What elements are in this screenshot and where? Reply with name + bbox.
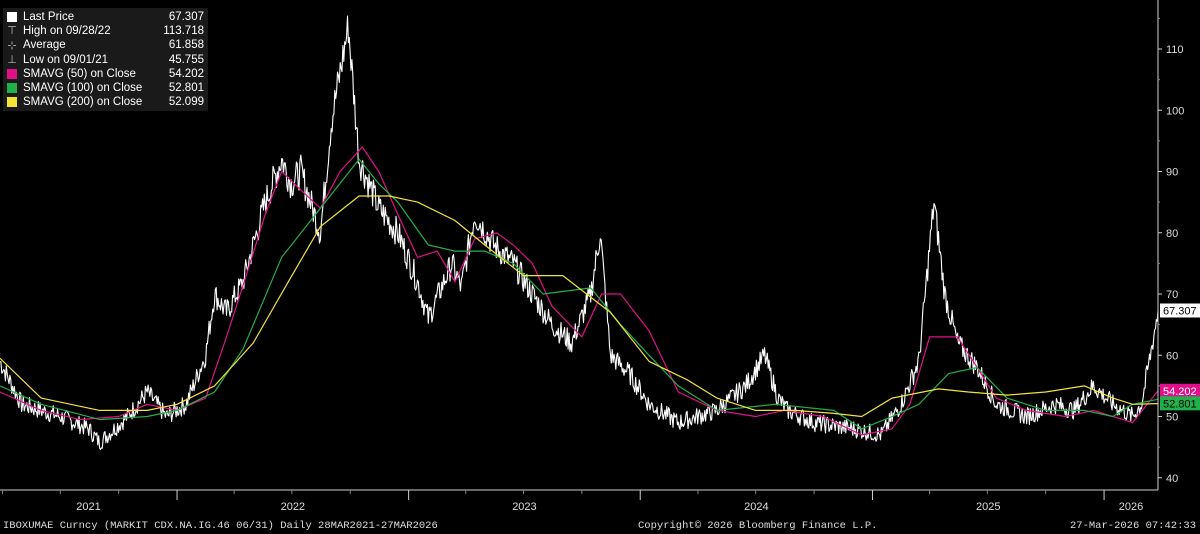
timestamp: 27-Mar-2026 07:42:33 bbox=[1069, 520, 1196, 532]
legend-entry: SMAVG (100) on Close 52.801 bbox=[7, 81, 204, 95]
legend-value: 54.202 bbox=[168, 67, 204, 80]
x-tick-label: 2025 bbox=[976, 501, 1000, 513]
y-tick-label: 50 bbox=[1166, 412, 1178, 424]
legend-value: 113.718 bbox=[163, 25, 204, 38]
plot-area bbox=[0, 15, 1159, 451]
series-line-0 bbox=[0, 15, 1159, 451]
low-icon: ⊥ bbox=[7, 53, 17, 66]
legend-swatch bbox=[7, 83, 17, 94]
svg-text:52.801: 52.801 bbox=[1163, 398, 1197, 410]
legend-value: 61.858 bbox=[168, 39, 204, 52]
y-tick-label: 70 bbox=[1166, 289, 1178, 301]
legend-entry: SMAVG (50) on Close 54.202 bbox=[7, 67, 204, 81]
x-tick-label: 2024 bbox=[744, 501, 768, 513]
series-line-2 bbox=[0, 158, 1159, 430]
security-description: IBOXUMAE Curncy (MARKIT CDX.NA.IG.46 06/… bbox=[3, 520, 438, 532]
legend-entry: ⊥ Low on 09/01/21 45.755 bbox=[7, 53, 204, 67]
high-icon: ⊤ bbox=[7, 25, 17, 38]
price-tag: 54.202 bbox=[1160, 383, 1200, 398]
copyright-notice: Copyright© 2026 Bloomberg Finance L.P. bbox=[638, 520, 878, 532]
y-tick-label: 60 bbox=[1166, 350, 1178, 362]
price-tag: 67.307 bbox=[1160, 303, 1200, 318]
legend-label: SMAVG (100) on Close bbox=[23, 82, 143, 95]
x-tick-label: 2021 bbox=[76, 501, 100, 513]
y-tick-label: 90 bbox=[1166, 167, 1178, 179]
series-line-1 bbox=[0, 146, 1159, 436]
legend-entry: Last Price 67.307 bbox=[7, 10, 204, 24]
chart-footer: IBOXUMAE Curncy (MARKIT CDX.NA.IG.46 06/… bbox=[0, 518, 1200, 534]
legend-swatch bbox=[7, 97, 17, 108]
svg-text:67.307: 67.307 bbox=[1163, 305, 1197, 317]
y-tick-label: 80 bbox=[1166, 228, 1178, 240]
legend-value: 52.801 bbox=[168, 82, 204, 95]
legend-value: 52.099 bbox=[168, 96, 204, 109]
legend-value: 45.755 bbox=[168, 53, 204, 66]
series-line-3 bbox=[0, 195, 1159, 418]
legend-entry: ⊤ High on 09/28/22 113.718 bbox=[7, 24, 204, 38]
legend-swatch bbox=[7, 68, 17, 79]
y-tick-label: 40 bbox=[1166, 473, 1178, 485]
legend-entry: ⊹ Average 61.858 bbox=[7, 38, 204, 52]
y-tick-label: 100 bbox=[1166, 105, 1184, 117]
average-icon: ⊹ bbox=[7, 39, 17, 52]
x-tick-label: 2022 bbox=[281, 501, 305, 513]
legend-value: 67.307 bbox=[168, 11, 204, 23]
chart-legend: Last Price 67.307 ⊤ High on 09/28/22 113.718… bbox=[3, 8, 208, 112]
legend-label: SMAVG (50) on Close bbox=[23, 67, 136, 80]
price-tag: 52.801 bbox=[1160, 396, 1200, 411]
legend-entry: SMAVG (200) on Close 52.099 bbox=[7, 95, 204, 109]
legend-label: Low on 09/01/21 bbox=[23, 53, 109, 66]
legend-label: Average bbox=[23, 39, 66, 52]
legend-swatch bbox=[7, 12, 17, 23]
y-tick-label: 110 bbox=[1166, 44, 1184, 56]
x-tick-label: 2026 bbox=[1119, 501, 1143, 513]
x-tick-label: 2023 bbox=[512, 501, 536, 513]
svg-text:54.202: 54.202 bbox=[1163, 386, 1197, 398]
legend-label: Last Price bbox=[23, 11, 75, 23]
legend-label: SMAVG (200) on Close bbox=[23, 96, 143, 109]
legend-label: High on 09/28/22 bbox=[23, 25, 111, 38]
axes: 40 50 60 70 80 90 100 110 2021 2022 2023 2024 2025 20… bbox=[0, 0, 1200, 513]
